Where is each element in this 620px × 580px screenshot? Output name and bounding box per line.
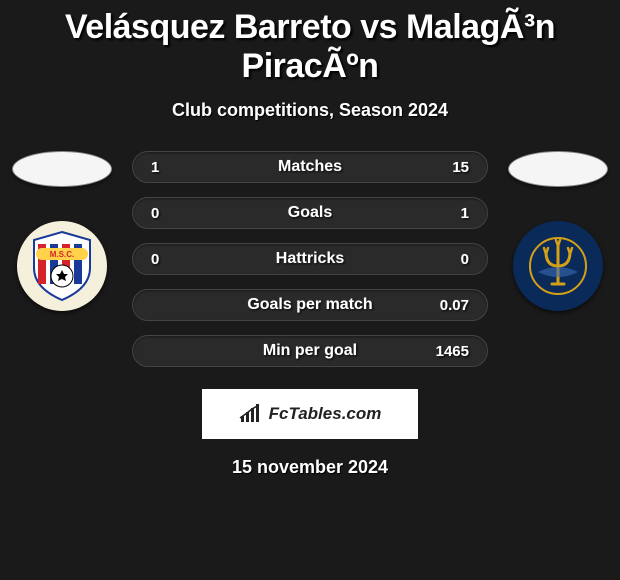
trident-icon: [518, 226, 598, 306]
stat-row-goals: 0 Goals 1: [132, 197, 488, 229]
stats-column: 1 Matches 15 0 Goals 1 0 Hattricks 0 Goa…: [132, 151, 488, 367]
footer-brand-text: FcTables.com: [269, 404, 382, 424]
stat-label: Goals: [288, 204, 332, 222]
stat-left-value: 0: [151, 205, 159, 222]
stat-label: Hattricks: [276, 250, 344, 268]
stat-row-matches: 1 Matches 15: [132, 151, 488, 183]
stat-label: Goals per match: [247, 296, 372, 314]
stat-left-value: 1: [151, 159, 159, 176]
comparison-card: Velásquez Barreto vs MalagÃ³n PiracÃºn C…: [0, 0, 620, 478]
stat-right-value: 1465: [436, 343, 469, 360]
shield-icon: M.S.C.: [22, 226, 102, 306]
bar-chart-icon: [239, 404, 263, 424]
main-area: M.S.C. 1 Matches 15 0 Goals 1 0 Hattrick…: [0, 151, 620, 367]
stat-right-value: 0: [461, 251, 469, 268]
stat-left-value: 0: [151, 251, 159, 268]
page-title: Velásquez Barreto vs MalagÃ³n PiracÃºn: [0, 8, 620, 86]
date-text: 15 november 2024: [0, 457, 620, 478]
left-column: M.S.C.: [8, 151, 116, 311]
left-club-logo: M.S.C.: [17, 221, 107, 311]
right-flag-oval: [508, 151, 608, 187]
right-club-logo: [513, 221, 603, 311]
svg-text:M.S.C.: M.S.C.: [50, 250, 74, 259]
stat-right-value: 0.07: [440, 297, 469, 314]
left-flag-oval: [12, 151, 112, 187]
stat-row-hattricks: 0 Hattricks 0: [132, 243, 488, 275]
stat-label: Min per goal: [263, 342, 357, 360]
stat-right-value: 1: [461, 205, 469, 222]
stat-row-min-per-goal: Min per goal 1465: [132, 335, 488, 367]
stat-row-goals-per-match: Goals per match 0.07: [132, 289, 488, 321]
right-column: [504, 151, 612, 311]
footer-brand-box: FcTables.com: [202, 389, 418, 439]
stat-right-value: 15: [452, 159, 469, 176]
subtitle: Club competitions, Season 2024: [0, 100, 620, 121]
stat-label: Matches: [278, 158, 342, 176]
